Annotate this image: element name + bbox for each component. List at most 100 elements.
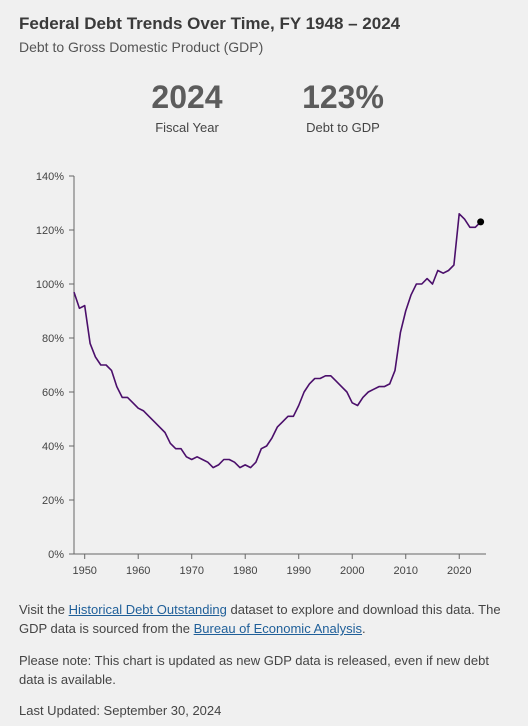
data-point[interactable] xyxy=(77,306,82,311)
data-point[interactable] xyxy=(360,395,365,400)
historical-debt-outstanding-link[interactable]: Historical Debt Outstanding xyxy=(68,602,227,617)
data-point[interactable] xyxy=(318,376,323,381)
debt-to-gdp-chart[interactable]: 0% 20% 40% 60% 80% 100% 120% 140% 1950 1960 1970 19… xyxy=(0,160,528,590)
data-point[interactable] xyxy=(419,282,424,287)
y-tick-label: 0% xyxy=(48,549,64,561)
data-point[interactable] xyxy=(323,373,328,378)
debt-to-gdp-line[interactable] xyxy=(73,213,482,469)
data-point[interactable] xyxy=(451,263,456,268)
data-point[interactable] xyxy=(286,414,291,419)
bureau-of-economic-analysis-link[interactable]: Bureau of Economic Analysis xyxy=(193,621,362,636)
data-point[interactable] xyxy=(371,387,376,392)
data-point[interactable] xyxy=(355,403,360,408)
data-point[interactable] xyxy=(157,425,162,430)
data-point[interactable] xyxy=(414,282,419,287)
data-point[interactable] xyxy=(200,457,205,462)
data-point[interactable] xyxy=(334,379,339,384)
y-tick-label: 100% xyxy=(36,279,64,291)
data-point[interactable] xyxy=(162,430,167,435)
data-point[interactable] xyxy=(291,414,296,419)
data-point[interactable] xyxy=(425,276,430,281)
kpi-debt-to-gdp-value: 123% xyxy=(302,79,384,115)
data-point[interactable] xyxy=(344,390,349,395)
x-tick-label: 1990 xyxy=(286,565,310,577)
last-updated-text: Last Updated: September 30, 2024 xyxy=(19,703,222,718)
data-point[interactable] xyxy=(393,368,398,373)
data-point[interactable] xyxy=(307,381,312,386)
x-tick-label: 1960 xyxy=(126,565,150,577)
data-point[interactable] xyxy=(221,457,226,462)
data-point[interactable] xyxy=(243,462,248,467)
data-point[interactable] xyxy=(312,376,317,381)
data-point[interactable] xyxy=(296,403,301,408)
data-point[interactable] xyxy=(88,341,93,346)
kpi-fiscal-year: 2024 Fiscal Year xyxy=(137,78,237,135)
data-point[interactable] xyxy=(98,363,103,368)
data-point[interactable] xyxy=(350,400,355,405)
data-point[interactable] xyxy=(467,225,472,230)
data-point[interactable] xyxy=(136,406,141,411)
x-tick-label: 2020 xyxy=(447,565,471,577)
data-point[interactable] xyxy=(179,446,184,451)
footer-sources-note: Visit the Historical Debt Outstanding da… xyxy=(19,600,514,638)
data-point[interactable] xyxy=(120,395,125,400)
data-point[interactable] xyxy=(446,268,451,273)
data-point[interactable] xyxy=(152,419,157,424)
y-tick-label: 80% xyxy=(42,333,64,345)
data-point[interactable] xyxy=(248,465,253,470)
kpi-fiscal-year-value: 2024 xyxy=(151,79,223,115)
data-point[interactable] xyxy=(275,425,280,430)
data-point[interactable] xyxy=(184,454,189,459)
data-point[interactable] xyxy=(195,454,200,459)
data-point[interactable] xyxy=(141,408,146,413)
data-point[interactable] xyxy=(366,390,371,395)
data-point[interactable] xyxy=(462,217,467,222)
data-point[interactable] xyxy=(93,354,98,359)
data-point[interactable] xyxy=(130,400,135,405)
data-point[interactable] xyxy=(146,414,151,419)
data-point[interactable] xyxy=(328,373,333,378)
data-point[interactable] xyxy=(376,384,381,389)
data-point[interactable] xyxy=(104,363,109,368)
data-point[interactable] xyxy=(232,460,237,465)
data-point[interactable] xyxy=(114,384,119,389)
data-point[interactable] xyxy=(211,465,216,470)
data-point[interactable] xyxy=(403,309,408,314)
data-point[interactable] xyxy=(216,462,221,467)
x-tick-label: 1980 xyxy=(233,565,257,577)
data-point[interactable] xyxy=(302,390,307,395)
footer-text-1: Visit the xyxy=(19,602,69,617)
data-point[interactable] xyxy=(168,441,173,446)
data-point[interactable] xyxy=(82,303,87,308)
data-point[interactable] xyxy=(109,368,114,373)
data-point[interactable] xyxy=(72,290,77,295)
data-point[interactable] xyxy=(237,465,242,470)
footer-update-note: Please note: This chart is updated as ne… xyxy=(19,653,489,687)
data-point[interactable] xyxy=(173,446,178,451)
data-point[interactable] xyxy=(280,419,285,424)
data-point[interactable] xyxy=(473,225,478,230)
data-point[interactable] xyxy=(435,268,440,273)
latest-data-point-marker[interactable] xyxy=(477,218,485,226)
data-point[interactable] xyxy=(264,444,269,449)
kpi-debt-to-gdp-label: Debt to GDP xyxy=(306,120,380,135)
data-point[interactable] xyxy=(269,435,274,440)
y-tick-label: 20% xyxy=(42,495,64,507)
data-point[interactable] xyxy=(398,330,403,335)
data-point[interactable] xyxy=(339,384,344,389)
data-point[interactable] xyxy=(387,381,392,386)
y-tick-label: 120% xyxy=(36,225,64,237)
data-point[interactable] xyxy=(457,211,462,216)
data-point[interactable] xyxy=(382,384,387,389)
data-point[interactable] xyxy=(125,395,130,400)
data-point[interactable] xyxy=(227,457,232,462)
data-point[interactable] xyxy=(409,292,414,297)
kpi-debt-to-gdp: 123% Debt to GDP xyxy=(288,78,398,135)
data-point[interactable] xyxy=(205,460,210,465)
data-point[interactable] xyxy=(259,446,264,451)
data-point[interactable] xyxy=(189,457,194,462)
data-point[interactable] xyxy=(441,271,446,276)
data-point[interactable] xyxy=(430,282,435,287)
x-tick-label: 1950 xyxy=(72,565,96,577)
data-point[interactable] xyxy=(253,460,258,465)
